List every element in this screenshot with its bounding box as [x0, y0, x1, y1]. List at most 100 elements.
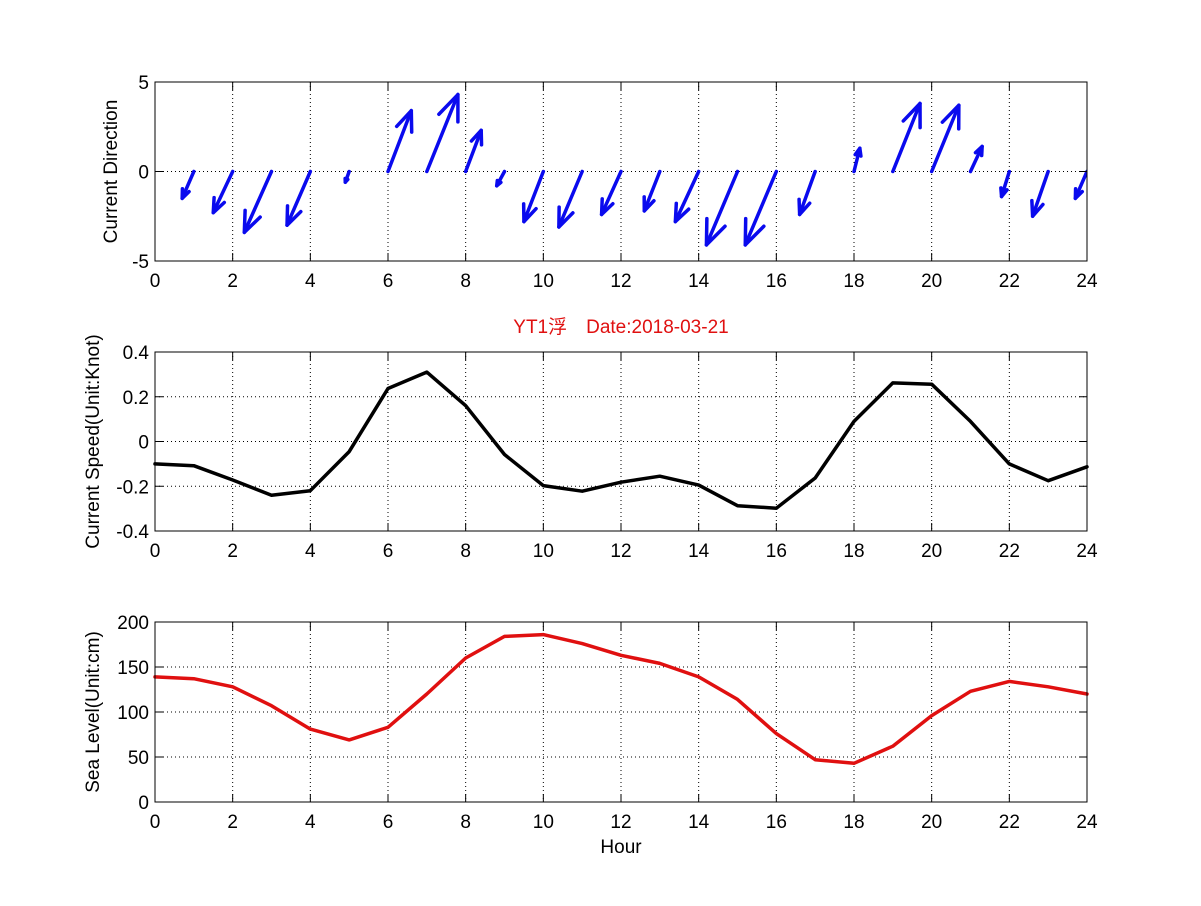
direction-arrow	[999, 169, 1012, 199]
direction-arrow	[797, 169, 817, 217]
data-point	[619, 481, 623, 484]
direction-arrow	[463, 128, 484, 174]
data-point	[464, 656, 467, 660]
data-point	[425, 692, 429, 696]
x-tick-label: 0	[150, 541, 161, 562]
x-tick-label: 16	[766, 812, 787, 833]
data-point	[658, 474, 662, 478]
x-tick-label: 8	[460, 271, 471, 292]
data-point	[270, 704, 273, 707]
x-tick-label: 6	[383, 812, 394, 833]
direction-arrow	[1073, 169, 1087, 201]
arrow-head	[642, 195, 656, 213]
x-tick-label: 16	[766, 541, 787, 562]
x-tick-label: 12	[610, 271, 631, 292]
y-tick-label: 5	[138, 73, 149, 94]
arrow-shaft	[386, 108, 414, 174]
x-tick-label: 0	[150, 812, 161, 833]
data-point	[813, 476, 817, 480]
x-tick-label: 18	[843, 541, 864, 562]
arrow-head	[999, 186, 1009, 199]
data-point	[658, 662, 662, 665]
data-point	[619, 654, 623, 657]
y-tick-label: 100	[117, 703, 149, 724]
figure-title: YT1浮 Date:2018-03-21	[513, 316, 728, 338]
data-point	[930, 383, 933, 386]
arrow-shaft	[599, 169, 623, 217]
y-tick-label: -5	[132, 252, 149, 273]
direction-arrow	[642, 169, 662, 213]
direction-arrow	[968, 144, 984, 174]
y-tick-label: 0.4	[123, 343, 150, 364]
direction-arrow	[599, 169, 623, 217]
data-point	[969, 420, 972, 423]
x-tick-label: 2	[227, 812, 238, 833]
data-point	[697, 483, 700, 487]
arrow-head	[521, 202, 538, 224]
arrow-shaft	[1073, 169, 1087, 201]
y-tick-label: 0	[138, 793, 149, 814]
data-point	[930, 714, 933, 717]
direction-arrow	[743, 169, 779, 247]
arrow-head	[1030, 198, 1045, 218]
data-point	[270, 494, 273, 497]
y-tick-label: 200	[117, 613, 149, 634]
arrow-shaft	[522, 169, 546, 224]
data-point	[425, 370, 429, 374]
arrow-shaft	[929, 103, 961, 174]
data-point	[542, 484, 545, 487]
data-point	[1046, 685, 1050, 688]
x-axis-label: Hour	[600, 837, 642, 858]
y-axis-label: Sea Level(Unit:cm)	[83, 631, 104, 793]
arrow-shaft	[557, 169, 584, 229]
arrow-head	[180, 186, 191, 201]
x-tick-label: 18	[843, 271, 864, 292]
direction-arrow	[1030, 169, 1050, 218]
direction-arrow	[242, 169, 274, 235]
arrow-head	[973, 144, 984, 158]
arrow-head	[469, 128, 484, 147]
x-tick-label: 4	[305, 541, 316, 562]
x-tick-label: 12	[610, 812, 631, 833]
arrow-head	[743, 216, 766, 247]
arrow-group	[180, 92, 1087, 247]
arrow-head	[797, 197, 812, 217]
arrow-head	[211, 195, 227, 215]
data-point	[580, 489, 584, 493]
direction-arrow	[386, 108, 414, 174]
x-tick-label: 8	[460, 541, 471, 562]
direction-arrow	[891, 101, 922, 174]
direction-arrow	[425, 92, 460, 174]
arrow-head	[853, 146, 863, 158]
arrow-shaft	[642, 169, 662, 213]
arrow-head	[437, 92, 460, 124]
x-tick-label: 20	[921, 271, 942, 292]
x-tick-label: 6	[383, 541, 394, 562]
x-tick-label: 2	[227, 271, 238, 292]
data-point	[736, 698, 739, 701]
x-tick-label: 24	[1076, 812, 1098, 833]
arrow-head	[285, 204, 303, 227]
data-point	[1046, 479, 1050, 482]
direction-arrow	[704, 169, 740, 247]
data-point	[192, 677, 196, 680]
arrow-shaft	[743, 169, 779, 247]
x-tick-label: 10	[533, 271, 554, 292]
x-tick-label: 14	[688, 812, 710, 833]
x-tick-label: 12	[610, 541, 631, 562]
arrow-head	[901, 101, 922, 130]
y-tick-label: -0.2	[116, 477, 149, 498]
x-tick-label: 6	[383, 271, 394, 292]
x-tick-label: 22	[999, 271, 1020, 292]
x-tick-label: 0	[150, 271, 161, 292]
arrow-shaft	[463, 128, 483, 174]
direction-arrow	[343, 169, 351, 184]
x-tick-label: 14	[688, 271, 710, 292]
arrow-shaft	[425, 92, 460, 174]
data-point	[852, 762, 856, 765]
data-point	[231, 478, 234, 482]
arrow-head	[940, 103, 961, 131]
